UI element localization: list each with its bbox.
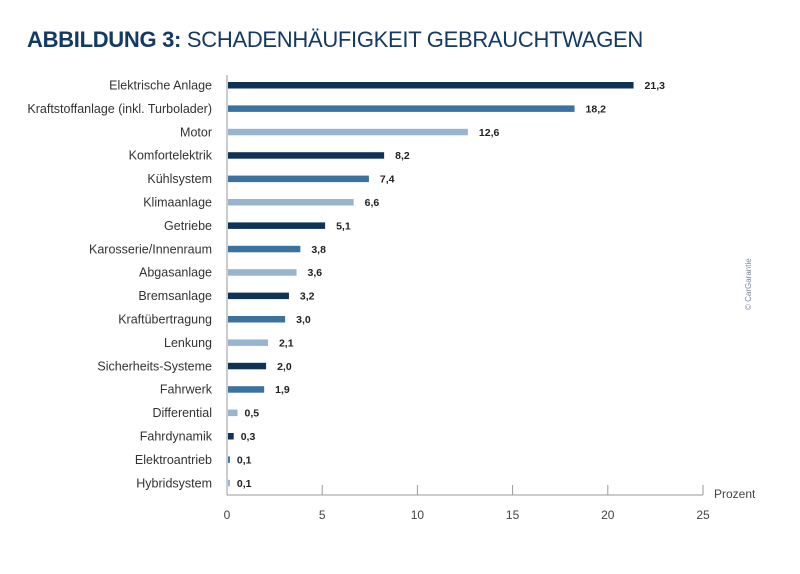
category-label: Elektrische Anlage (109, 79, 212, 93)
category-label: Elektroantrieb (135, 453, 212, 467)
bar (228, 222, 326, 229)
category-label: Motor (180, 125, 212, 139)
value-label: 0,3 (241, 431, 256, 443)
category-label: Getriebe (164, 219, 212, 233)
bar (228, 339, 268, 346)
category-label: Kraftstoffanlage (inkl. Turbolader) (27, 102, 212, 116)
value-label: 0,5 (245, 408, 260, 420)
bar (228, 82, 634, 89)
x-tick-label: 10 (411, 508, 425, 522)
category-label: Karosserie/Innenraum (89, 242, 212, 256)
value-label: 1,9 (275, 384, 290, 396)
bar (228, 456, 230, 463)
bar (228, 433, 234, 440)
category-label: Abgasanlage (139, 266, 212, 280)
category-label: Differential (152, 406, 212, 420)
bar (228, 409, 238, 417)
value-label: 6,6 (365, 197, 380, 209)
category-label: Komfortelektrik (129, 149, 213, 163)
bar (228, 316, 286, 323)
category-label: Fahrdynamik (140, 430, 213, 444)
value-label: 3,6 (308, 267, 323, 279)
bar (228, 245, 301, 253)
x-tick-label: 5 (319, 508, 326, 522)
x-tick-label: 25 (696, 508, 710, 522)
bar (228, 292, 289, 300)
copyright: © CarGarantie (744, 258, 753, 310)
bar (228, 386, 265, 393)
x-tick-label: 15 (506, 508, 520, 522)
value-label: 2,1 (279, 337, 294, 349)
bar (228, 128, 468, 136)
bar (228, 479, 230, 487)
category-label: Bremsanlage (138, 289, 212, 303)
value-label: 0,1 (237, 454, 252, 466)
value-label: 21,3 (645, 80, 666, 92)
value-label: 0,1 (237, 478, 252, 490)
category-label: Kühlsystem (147, 172, 212, 186)
bar (228, 105, 575, 112)
bar (228, 175, 369, 183)
value-label: 12,6 (479, 127, 500, 139)
x-tick-label: 20 (601, 508, 615, 522)
value-label: 3,8 (311, 244, 326, 256)
value-label: 5,1 (336, 220, 351, 232)
x-axis-label: Prozent (714, 487, 756, 501)
category-label: Sicherheits-Systeme (97, 359, 212, 373)
chart-title: ABBILDUNG 3: SCHADENHÄUFIGKEIT GEBRAUCHT… (27, 27, 643, 53)
category-label: Klimaanlage (143, 196, 212, 210)
bar (228, 362, 267, 370)
category-label: Fahrwerk (160, 383, 213, 397)
value-label: 3,2 (300, 291, 315, 303)
bar (228, 152, 385, 159)
value-label: 2,0 (277, 361, 292, 373)
bar (228, 199, 354, 206)
value-label: 8,2 (395, 150, 410, 162)
value-label: 7,4 (380, 174, 395, 186)
bar (228, 269, 297, 276)
title-rest: SCHADENHÄUFIGKEIT GEBRAUCHTWAGEN (186, 27, 644, 52)
category-label: Lenkung (164, 336, 212, 350)
x-tick-label: 0 (224, 508, 231, 522)
category-label: Kraftübertragung (118, 313, 212, 327)
value-label: 3,0 (296, 314, 311, 326)
title-bold: ABBILDUNG 3: (27, 27, 182, 52)
category-label: Hybridsystem (136, 476, 212, 490)
value-label: 18,2 (586, 103, 607, 115)
